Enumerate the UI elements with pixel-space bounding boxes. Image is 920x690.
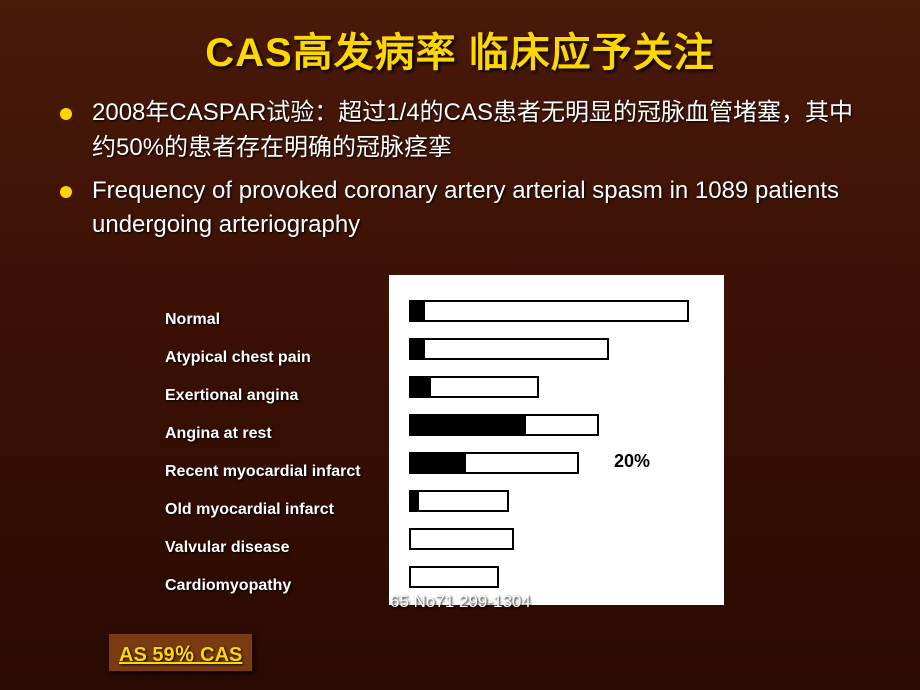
chart-label: Valvular disease: [165, 529, 389, 567]
bar-row: [409, 407, 704, 443]
bar-track: [409, 414, 599, 436]
chart-label: Normal: [165, 301, 389, 339]
bar-track: [409, 528, 514, 550]
chart-area: Normal Atypical chest pain Exertional an…: [165, 275, 730, 620]
slide-title: CAS高发病率 临床应予关注: [50, 20, 870, 78]
bar-track: [409, 300, 689, 322]
citation-text: 65 No71 299-1304: [390, 590, 870, 614]
bullet-item: Frequency of provoked coronary artery ar…: [60, 174, 870, 244]
bar-fill: [411, 454, 466, 472]
chart-label: Cardiomyopathy: [165, 567, 389, 605]
bar-fill: [411, 340, 425, 358]
bar-row: 20%: [409, 445, 704, 481]
footer-link-box[interactable]: AS 59％ CAS: [108, 633, 253, 672]
bar-row: [409, 483, 704, 519]
bar-fill: [411, 416, 526, 434]
bar-track: [409, 490, 509, 512]
chart-label: Old myocardial infarct: [165, 491, 389, 529]
bar-row: [409, 331, 704, 367]
chart-label: Exertional angina: [165, 377, 389, 415]
bullet-item: 2008年CASPAR试验：超过1/4的CAS患者无明显的冠脉血管堵塞，其中约5…: [60, 96, 870, 166]
bar-fill: [411, 378, 431, 396]
bar-track: [409, 566, 499, 588]
chart-label: Recent myocardial infarct: [165, 453, 389, 491]
bullet-list: 2008年CASPAR试验：超过1/4的CAS患者无明显的冠脉血管堵塞，其中约5…: [50, 96, 870, 243]
chart-graphic: 20%: [389, 275, 724, 605]
bar-annotation: 20%: [614, 451, 650, 472]
bar-track: [409, 376, 539, 398]
bar-track: [409, 338, 609, 360]
bar-row: [409, 293, 704, 329]
footer-link-text: AS 59％ CAS: [119, 644, 242, 666]
bar-track: [409, 452, 579, 474]
chart-label: Angina at rest: [165, 415, 389, 453]
slide-container: CAS高发病率 临床应予关注 2008年CASPAR试验：超过1/4的CAS患者…: [0, 0, 920, 690]
bar-fill: [411, 302, 425, 320]
chart-label: Atypical chest pain: [165, 339, 389, 377]
bar-row: [409, 521, 704, 557]
bar-fill: [411, 492, 419, 510]
chart-labels: Normal Atypical chest pain Exertional an…: [165, 275, 389, 620]
bar-row: [409, 369, 704, 405]
